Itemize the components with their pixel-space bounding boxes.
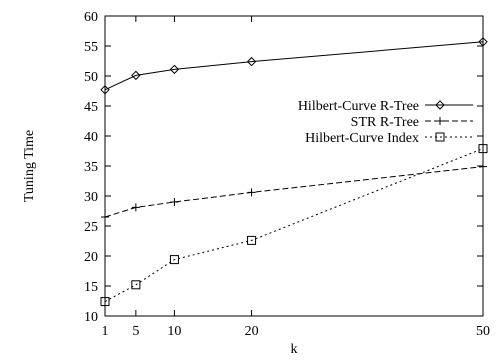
x-axis: 1 5 10 20 50 bbox=[102, 16, 490, 339]
data-point-marker bbox=[169, 64, 180, 75]
data-point-marker bbox=[478, 37, 488, 47]
data-point-marker bbox=[169, 255, 179, 265]
y-tick-label: 50 bbox=[84, 70, 98, 85]
y-tick-label: 35 bbox=[84, 160, 98, 175]
data-point-marker bbox=[100, 297, 110, 307]
y-tick-label: 20 bbox=[84, 250, 98, 265]
series-line bbox=[104, 41, 484, 91]
y-tick-label: 15 bbox=[84, 280, 98, 295]
y-tick-label: 40 bbox=[84, 130, 98, 145]
y-tick-label: 55 bbox=[84, 40, 98, 55]
data-point-marker bbox=[101, 213, 109, 221]
data-point-marker bbox=[479, 162, 487, 171]
series-hilbert-curve-index bbox=[100, 144, 488, 307]
legend-marker bbox=[435, 132, 445, 142]
data-point-marker bbox=[131, 70, 141, 81]
data-point-marker bbox=[247, 188, 256, 197]
y-axis-label: Tuning Time bbox=[22, 130, 37, 202]
y-tick-label: 60 bbox=[84, 10, 98, 25]
y-tick-label: 10 bbox=[84, 310, 98, 325]
series-hilbert-curve-r-tree bbox=[100, 37, 488, 95]
series-line bbox=[104, 166, 484, 218]
series-str-r-tree bbox=[101, 162, 487, 221]
legend-label: STR R-Tree bbox=[351, 115, 419, 130]
data-point-marker bbox=[131, 280, 141, 290]
x-tick-label: 10 bbox=[167, 324, 181, 339]
series-layer bbox=[100, 37, 488, 307]
data-point-marker bbox=[478, 144, 488, 154]
data-point-marker bbox=[170, 198, 179, 206]
data-point-marker bbox=[131, 203, 140, 212]
x-tick-label: 50 bbox=[476, 324, 490, 339]
y-tick-label: 25 bbox=[84, 220, 98, 235]
data-point-marker bbox=[247, 235, 257, 245]
x-axis-label: k bbox=[291, 342, 298, 357]
y-tick-label: 30 bbox=[84, 190, 98, 205]
y-axis: 10 15 20 25 30 35 40 45 50 55 60 bbox=[84, 10, 483, 325]
legend-label: Hilbert-Curve R-Tree bbox=[298, 99, 419, 114]
legend-marker bbox=[435, 100, 445, 110]
y-tick-label: 45 bbox=[84, 100, 98, 115]
x-tick-label: 5 bbox=[132, 324, 139, 339]
x-tick-label: 20 bbox=[245, 324, 259, 339]
data-point-marker bbox=[100, 85, 110, 95]
series-line bbox=[104, 148, 484, 303]
legend-marker bbox=[436, 117, 444, 125]
x-tick-label: 1 bbox=[102, 324, 109, 339]
legend-label: Hilbert-Curve Index bbox=[305, 131, 419, 146]
plot-area-frame bbox=[104, 15, 484, 317]
data-point-marker bbox=[246, 56, 257, 67]
